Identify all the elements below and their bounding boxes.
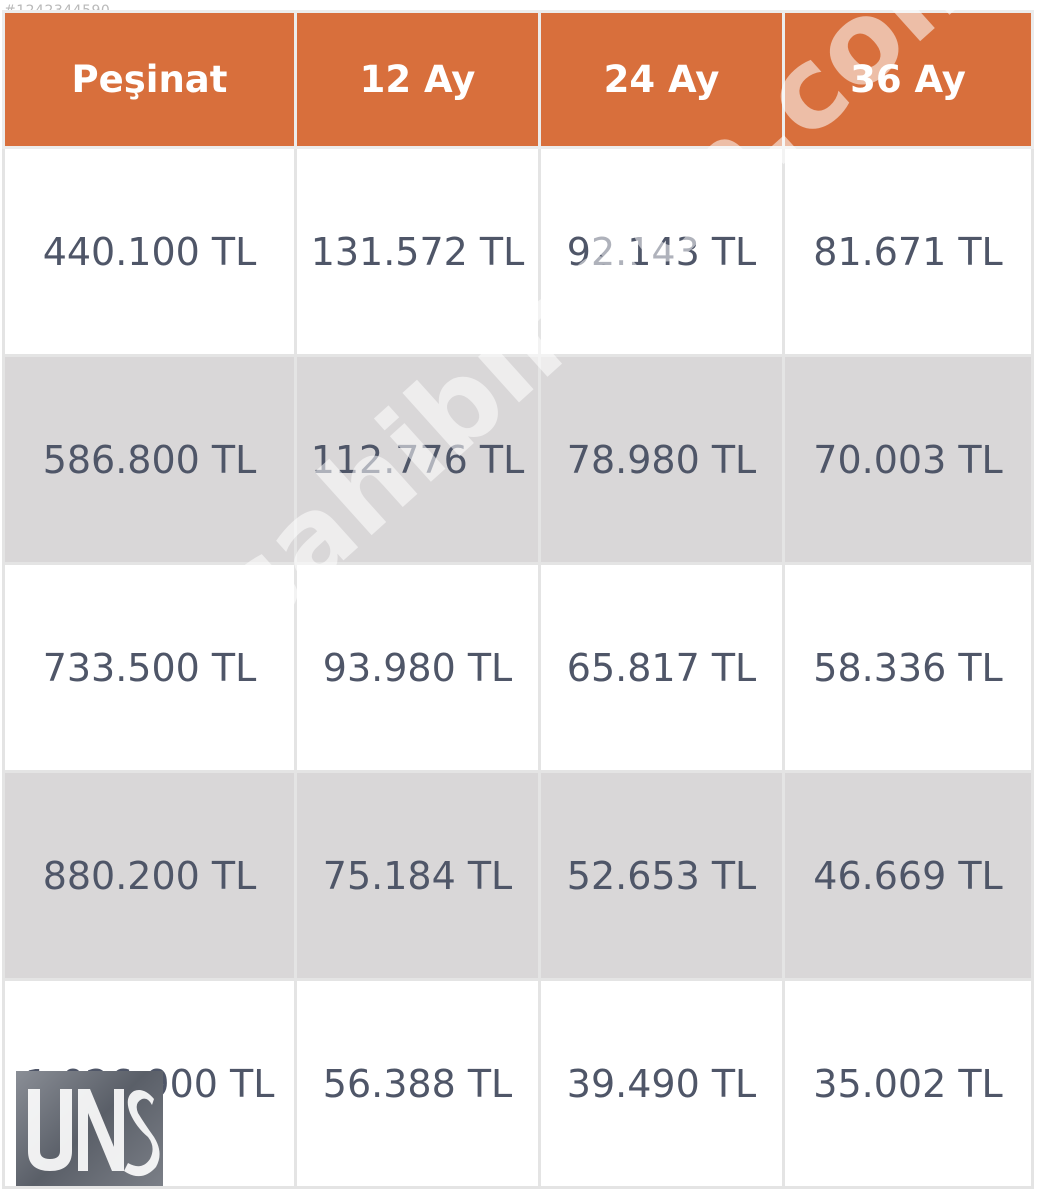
- table-cell: 586.800 TL: [2, 354, 297, 565]
- table-cell: 56.388 TL: [294, 978, 541, 1189]
- table-cell: 440.100 TL: [2, 146, 297, 357]
- table-cell: 92.143 TL: [538, 146, 785, 357]
- table-row: 880.200 TL 75.184 TL 52.653 TL 46.669 TL: [2, 770, 1034, 981]
- table-cell: 70.003 TL: [782, 354, 1034, 565]
- table-cell: 93.980 TL: [294, 562, 541, 773]
- table-cell: 58.336 TL: [782, 562, 1034, 773]
- table-row: 586.800 TL 112.776 TL 78.980 TL 70.003 T…: [2, 354, 1034, 565]
- table-cell: 733.500 TL: [2, 562, 297, 773]
- table-cell: 75.184 TL: [294, 770, 541, 981]
- header-row: Peşinat 12 Ay 24 Ay 36 Ay: [2, 10, 1034, 149]
- table-cell: 52.653 TL: [538, 770, 785, 981]
- top-strip: [0, 0, 1041, 12]
- table-cell: 39.490 TL: [538, 978, 785, 1189]
- table-cell: 112.776 TL: [294, 354, 541, 565]
- table-cell: 131.572 TL: [294, 146, 541, 357]
- table-cell: 35.002 TL: [782, 978, 1034, 1189]
- table-cell: 78.980 TL: [538, 354, 785, 565]
- payment-plan-table: Peşinat 12 Ay 24 Ay 36 Ay 440.100 TL 131…: [2, 10, 1034, 1189]
- header-24-months: 24 Ay: [538, 10, 785, 149]
- header-36-months: 36 Ay: [782, 10, 1034, 149]
- header-down-payment: Peşinat: [2, 10, 297, 149]
- table-cell: 46.669 TL: [782, 770, 1034, 981]
- table-cell: 880.200 TL: [2, 770, 297, 981]
- header-12-months: 12 Ay: [294, 10, 541, 149]
- table-cell: 65.817 TL: [538, 562, 785, 773]
- table-row: 440.100 TL 131.572 TL 92.143 TL 81.671 T…: [2, 146, 1034, 357]
- uns-logo-icon: [28, 1089, 160, 1177]
- uns-logo: [16, 1071, 163, 1186]
- table-row: 733.500 TL 93.980 TL 65.817 TL 58.336 TL: [2, 562, 1034, 773]
- table-cell: 81.671 TL: [782, 146, 1034, 357]
